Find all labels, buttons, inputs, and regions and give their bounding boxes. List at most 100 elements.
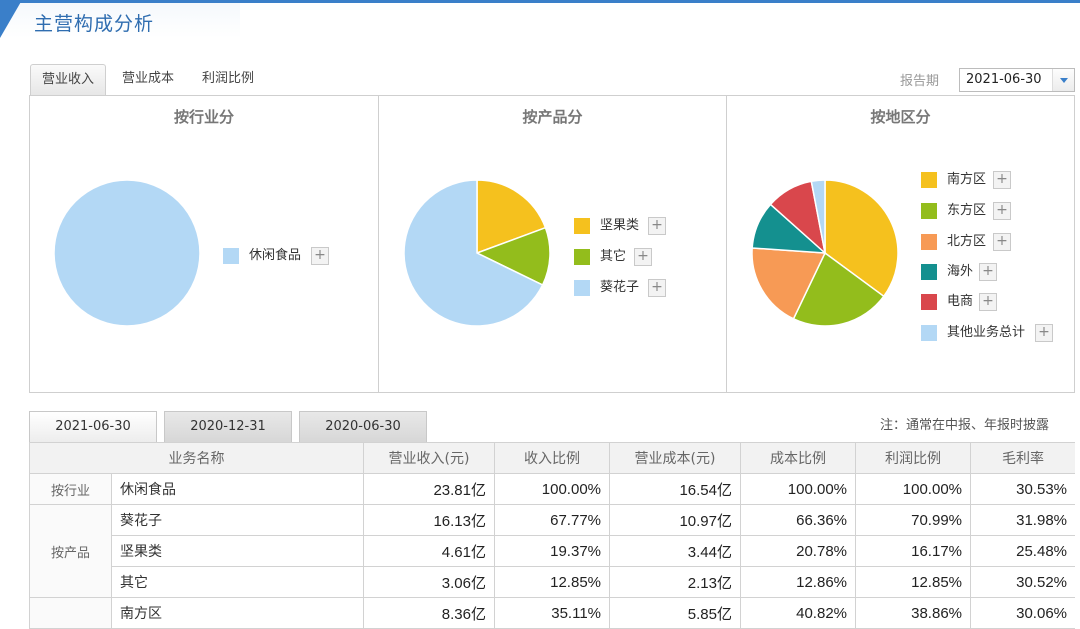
legend-swatch bbox=[921, 325, 937, 341]
pie-slice-北方区[interactable] bbox=[751, 247, 827, 320]
legend-label: 坚果类 bbox=[600, 218, 640, 233]
cost-ratio-cell: 66.36% bbox=[740, 504, 856, 536]
pie-slice-其它[interactable] bbox=[475, 226, 551, 287]
gross-margin-cell: 25.48% bbox=[970, 535, 1075, 567]
revenue-cell: 8.36亿 bbox=[363, 597, 495, 629]
panel-industry: 按行业分 休闲食品 + bbox=[30, 96, 378, 392]
plus-icon[interactable]: + bbox=[311, 247, 329, 265]
cost-cell: 16.54亿 bbox=[609, 473, 741, 505]
pie-slice-葵花子[interactable] bbox=[403, 179, 544, 327]
legend-label: 其他业务总计 bbox=[947, 325, 1026, 340]
table-row: 按行业 休闲食品 23.81亿 100.00% 16.54亿 100.00% 1… bbox=[29, 473, 1075, 505]
column-header: 营业收入(元) bbox=[363, 442, 495, 474]
legend-swatch bbox=[574, 249, 590, 265]
plus-icon[interactable]: + bbox=[979, 263, 997, 281]
date-tab-2020-06-30[interactable]: 2020-06-30 bbox=[299, 411, 427, 443]
cost-cell: 2.13亿 bbox=[609, 566, 741, 598]
group-label: 按行业 bbox=[29, 473, 112, 505]
page-title: 主营构成分析 bbox=[34, 13, 155, 35]
legend-label: 其它 bbox=[600, 249, 627, 264]
header-top-line bbox=[0, 0, 1080, 3]
legend-label: 休闲食品 bbox=[249, 248, 302, 263]
report-period-select[interactable]: 2021-06-30 bbox=[959, 68, 1075, 92]
report-period-label: 报告期 bbox=[900, 74, 940, 89]
legend-swatch bbox=[921, 234, 937, 250]
date-tab-2020-12-31[interactable]: 2020-12-31 bbox=[164, 411, 292, 443]
business-name: 其它 bbox=[111, 566, 364, 598]
date-tab-2021-06-30[interactable]: 2021-06-30 bbox=[29, 411, 157, 443]
legend-label: 东方区 bbox=[947, 203, 987, 218]
column-header: 利润比例 bbox=[855, 442, 971, 474]
legend-label: 电商 bbox=[947, 294, 974, 309]
column-header: 成本比例 bbox=[740, 442, 856, 474]
panel-title-product: 按产品分 bbox=[522, 108, 583, 126]
plus-icon[interactable]: + bbox=[993, 233, 1011, 251]
column-header: 收入比例 bbox=[494, 442, 610, 474]
tab-revenue[interactable]: 营业收入 bbox=[30, 64, 106, 96]
revenue-ratio-cell: 12.85% bbox=[494, 566, 610, 598]
revenue-ratio-cell: 19.37% bbox=[494, 535, 610, 567]
section-header: 主营构成分析 bbox=[0, 0, 1080, 40]
profit-ratio-cell: 38.86% bbox=[855, 597, 971, 629]
revenue-ratio-cell: 67.77% bbox=[494, 504, 610, 536]
revenue-cell: 16.13亿 bbox=[363, 504, 495, 536]
cost-cell: 3.44亿 bbox=[609, 535, 741, 567]
composition-table: 业务名称 营业收入(元) 收入比例 营业成本(元) 成本比例 利润比例 毛利率 … bbox=[29, 442, 1075, 629]
pie-slice-东方区[interactable] bbox=[792, 251, 885, 327]
plus-icon[interactable]: + bbox=[979, 293, 997, 311]
legend-swatch bbox=[574, 280, 590, 296]
tab-cost[interactable]: 营业成本 bbox=[121, 71, 174, 86]
plus-icon[interactable]: + bbox=[648, 279, 666, 297]
group-label: 按产品 bbox=[29, 504, 112, 598]
revenue-ratio-cell: 100.00% bbox=[494, 473, 610, 505]
tab-profit[interactable]: 利润比例 bbox=[201, 71, 254, 86]
pie-slice-坚果类[interactable] bbox=[476, 179, 547, 255]
plus-icon[interactable]: + bbox=[648, 217, 666, 235]
pie-chart-industry bbox=[53, 179, 201, 327]
legend-label: 北方区 bbox=[947, 234, 987, 249]
gross-margin-cell: 30.53% bbox=[970, 473, 1075, 505]
legend-swatch bbox=[574, 218, 590, 234]
cost-ratio-cell: 12.86% bbox=[740, 566, 856, 598]
cost-ratio-cell: 20.78% bbox=[740, 535, 856, 567]
plus-icon[interactable]: + bbox=[993, 202, 1011, 220]
header-background bbox=[0, 0, 240, 38]
cost-ratio-cell: 40.82% bbox=[740, 597, 856, 629]
legend-label: 海外 bbox=[947, 264, 974, 279]
legend-label: 南方区 bbox=[947, 172, 987, 187]
profit-ratio-cell: 100.00% bbox=[855, 473, 971, 505]
profit-ratio-cell: 16.17% bbox=[855, 535, 971, 567]
legend-swatch bbox=[921, 294, 937, 310]
legend-label: 葵花子 bbox=[600, 280, 640, 295]
header-accent-triangle bbox=[0, 0, 22, 38]
revenue-cell: 23.81亿 bbox=[363, 473, 495, 505]
table-row: 坚果类 4.61亿 19.37% 3.44亿 20.78% 16.17% 25.… bbox=[30, 535, 1075, 567]
plus-icon[interactable]: + bbox=[993, 171, 1011, 189]
cost-cell: 10.97亿 bbox=[609, 504, 741, 536]
revenue-cell: 4.61亿 bbox=[363, 535, 495, 567]
profit-ratio-cell: 70.99% bbox=[855, 504, 971, 536]
pie-slice-其他业务总计[interactable] bbox=[810, 179, 826, 254]
business-name: 南方区 bbox=[111, 597, 364, 629]
chevron-down-icon[interactable] bbox=[1052, 69, 1074, 91]
column-header: 营业成本(元) bbox=[609, 442, 741, 474]
gross-margin-cell: 31.98% bbox=[970, 504, 1075, 536]
revenue-cell: 3.06亿 bbox=[363, 566, 495, 598]
legend-swatch bbox=[921, 264, 937, 280]
pie-chart-product bbox=[403, 179, 551, 327]
plus-icon[interactable]: + bbox=[634, 248, 652, 266]
revenue-ratio-cell: 35.11% bbox=[494, 597, 610, 629]
composition-table-wrap: 业务名称 营业收入(元) 收入比例 营业成本(元) 成本比例 利润比例 毛利率 … bbox=[29, 442, 1075, 629]
business-name: 休闲食品 bbox=[111, 473, 364, 505]
plus-icon[interactable]: + bbox=[1035, 324, 1053, 342]
pie-chart-region bbox=[751, 179, 899, 327]
pie-slice-南方区[interactable] bbox=[824, 179, 899, 298]
legend-swatch bbox=[921, 203, 937, 219]
panel-product: 按产品分 坚果类 + 其它 + 葵花子 + bbox=[378, 96, 726, 392]
business-name: 坚果类 bbox=[111, 535, 364, 567]
table-row: 按产品 葵花子 16.13亿 67.77% 10.97亿 66.36% 70.9… bbox=[29, 504, 1075, 598]
cost-cell: 5.85亿 bbox=[609, 597, 741, 629]
pie-slice-休闲食品[interactable] bbox=[53, 179, 201, 327]
table-row: 其它 3.06亿 12.85% 2.13亿 12.86% 12.85% 30.5… bbox=[30, 566, 1075, 598]
business-name: 葵花子 bbox=[111, 504, 364, 536]
